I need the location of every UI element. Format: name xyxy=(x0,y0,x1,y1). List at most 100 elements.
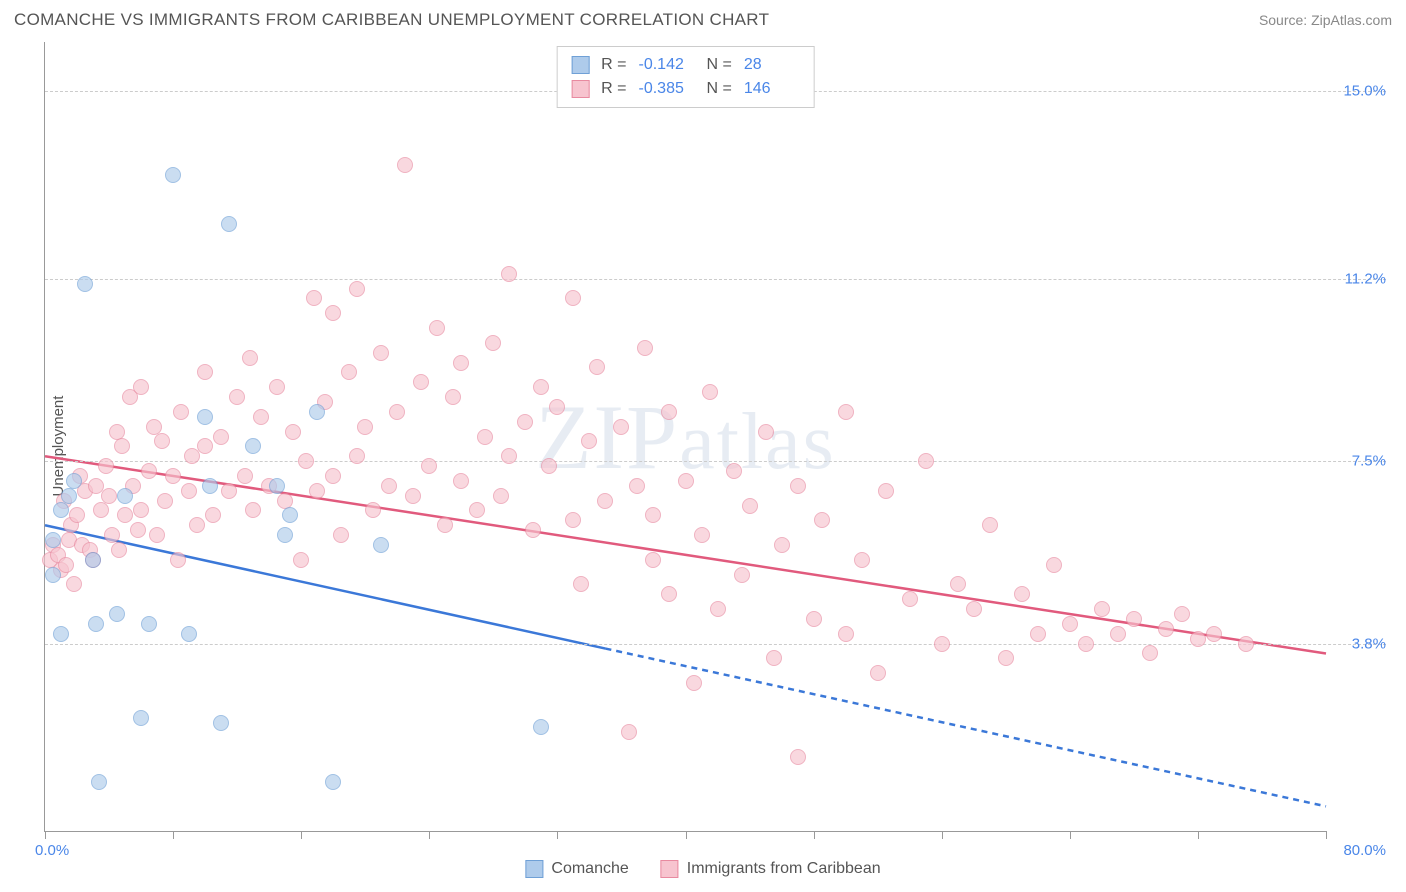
scatter-point xyxy=(429,320,445,336)
scatter-point xyxy=(298,453,314,469)
scatter-point xyxy=(293,552,309,568)
scatter-point xyxy=(413,374,429,390)
y-tick-label: 15.0% xyxy=(1343,83,1386,100)
scatter-point xyxy=(165,468,181,484)
x-tick xyxy=(942,831,943,839)
scatter-point xyxy=(790,478,806,494)
scatter-point xyxy=(934,636,950,652)
scatter-point xyxy=(1014,586,1030,602)
x-tick xyxy=(1070,831,1071,839)
scatter-point xyxy=(1174,606,1190,622)
scatter-point xyxy=(205,507,221,523)
scatter-point xyxy=(573,576,589,592)
scatter-point xyxy=(349,281,365,297)
scatter-point xyxy=(878,483,894,499)
scatter-point xyxy=(661,586,677,602)
scatter-point xyxy=(1030,626,1046,642)
scatter-point xyxy=(53,626,69,642)
scatter-point xyxy=(661,404,677,420)
legend-n-label: N = xyxy=(707,53,732,77)
scatter-point xyxy=(109,424,125,440)
scatter-point xyxy=(597,493,613,509)
source-label: Source: ZipAtlas.com xyxy=(1259,12,1392,28)
legend-row: R =-0.385N =146 xyxy=(571,77,800,101)
scatter-point xyxy=(157,493,173,509)
scatter-point xyxy=(1110,626,1126,642)
scatter-point xyxy=(1158,621,1174,637)
scatter-point xyxy=(838,404,854,420)
scatter-point xyxy=(565,290,581,306)
scatter-point xyxy=(53,502,69,518)
scatter-point xyxy=(373,537,389,553)
scatter-point xyxy=(197,438,213,454)
scatter-point xyxy=(117,507,133,523)
scatter-point xyxy=(146,419,162,435)
scatter-point xyxy=(373,345,389,361)
scatter-point xyxy=(581,433,597,449)
scatter-point xyxy=(1046,557,1062,573)
x-origin-label: 0.0% xyxy=(35,842,69,859)
y-tick-label: 3.8% xyxy=(1352,635,1386,652)
legend-swatch xyxy=(525,860,543,878)
scatter-point xyxy=(77,276,93,292)
scatter-point xyxy=(902,591,918,607)
scatter-point xyxy=(111,542,127,558)
scatter-point xyxy=(66,473,82,489)
scatter-point xyxy=(702,384,718,400)
scatter-point xyxy=(141,463,157,479)
x-tick xyxy=(301,831,302,839)
scatter-point xyxy=(421,458,437,474)
legend-series-label: Immigrants from Caribbean xyxy=(687,860,881,878)
legend-r-label: R = xyxy=(601,53,626,77)
scatter-point xyxy=(966,601,982,617)
legend-swatch xyxy=(571,80,589,98)
scatter-point xyxy=(742,498,758,514)
scatter-point xyxy=(170,552,186,568)
scatter-point xyxy=(1238,636,1254,652)
scatter-point xyxy=(1190,631,1206,647)
scatter-point xyxy=(870,665,886,681)
gridline xyxy=(45,461,1386,462)
scatter-point xyxy=(202,478,218,494)
legend-series-label: Comanche xyxy=(551,860,628,878)
scatter-point xyxy=(114,438,130,454)
scatter-point xyxy=(66,576,82,592)
gridline xyxy=(45,279,1386,280)
chart-title: COMANCHE VS IMMIGRANTS FROM CARIBBEAN UN… xyxy=(14,10,769,30)
scatter-point xyxy=(453,355,469,371)
scatter-point xyxy=(133,710,149,726)
scatter-point xyxy=(1206,626,1222,642)
scatter-point xyxy=(61,488,77,504)
series-legend: Comanche Immigrants from Caribbean xyxy=(525,860,880,878)
scatter-point xyxy=(806,611,822,627)
gridline xyxy=(45,644,1386,645)
scatter-point xyxy=(133,379,149,395)
scatter-point xyxy=(589,359,605,375)
scatter-point xyxy=(237,468,253,484)
legend-item: Immigrants from Caribbean xyxy=(661,860,881,878)
scatter-point xyxy=(774,537,790,553)
scatter-point xyxy=(325,305,341,321)
scatter-point xyxy=(918,453,934,469)
scatter-point xyxy=(445,389,461,405)
scatter-point xyxy=(309,483,325,499)
scatter-point xyxy=(694,527,710,543)
scatter-point xyxy=(533,379,549,395)
scatter-point xyxy=(341,364,357,380)
scatter-point xyxy=(101,488,117,504)
scatter-point xyxy=(517,414,533,430)
legend-item: Comanche xyxy=(525,860,628,878)
scatter-point xyxy=(197,364,213,380)
scatter-point xyxy=(165,167,181,183)
scatter-point xyxy=(109,606,125,622)
scatter-point xyxy=(45,567,61,583)
scatter-point xyxy=(501,266,517,282)
scatter-point xyxy=(710,601,726,617)
scatter-point xyxy=(982,517,998,533)
scatter-point xyxy=(734,567,750,583)
scatter-point xyxy=(197,409,213,425)
scatter-point xyxy=(814,512,830,528)
scatter-point xyxy=(998,650,1014,666)
scatter-point xyxy=(501,448,517,464)
scatter-point xyxy=(93,502,109,518)
